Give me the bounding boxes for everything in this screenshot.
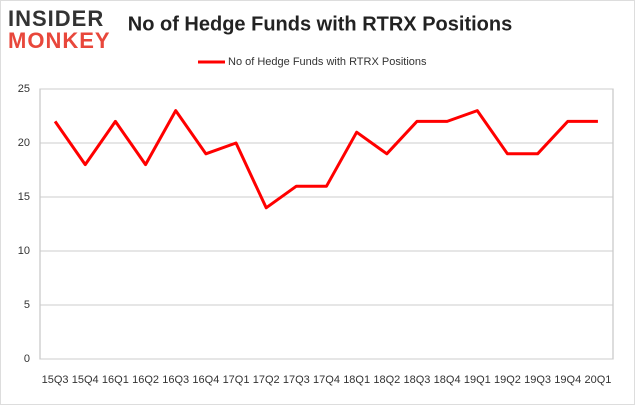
logo-top: INSIDER (8, 6, 104, 31)
x-tick-label: 16Q3 (162, 374, 189, 386)
logo-bottom: MONKEY (8, 28, 111, 53)
x-tick-label: 17Q4 (313, 374, 340, 386)
x-tick-label: 17Q1 (223, 374, 250, 386)
x-tick-label: 19Q3 (524, 374, 551, 386)
x-tick-label: 19Q4 (554, 374, 581, 386)
y-tick-label: 20 (18, 137, 30, 149)
x-tick-label: 17Q3 (283, 374, 310, 386)
y-tick-label: 10 (18, 245, 30, 257)
legend-label: No of Hedge Funds with RTRX Positions (228, 56, 427, 68)
x-tick-label: 18Q2 (373, 374, 400, 386)
x-tick-label: 16Q1 (102, 374, 129, 386)
x-tick-label: 18Q3 (404, 374, 431, 386)
y-tick-label: 0 (24, 353, 30, 365)
chart-title: No of Hedge Funds with RTRX Positions (128, 13, 512, 35)
x-tick-label: 15Q4 (72, 374, 99, 386)
y-tick-label: 25 (18, 83, 30, 95)
x-tick-label: 18Q4 (434, 374, 461, 386)
y-tick-label: 15 (18, 191, 30, 203)
x-tick-label: 20Q1 (584, 374, 611, 386)
x-tick-label: 16Q2 (132, 374, 159, 386)
x-tick-label: 16Q4 (192, 374, 219, 386)
x-tick-label: 19Q1 (464, 374, 491, 386)
y-tick-label: 5 (24, 299, 30, 311)
x-tick-label: 17Q2 (253, 374, 280, 386)
x-tick-label: 15Q3 (42, 374, 69, 386)
x-tick-label: 19Q2 (494, 374, 521, 386)
x-tick-label: 18Q1 (343, 374, 370, 386)
line-series (53, 109, 598, 210)
